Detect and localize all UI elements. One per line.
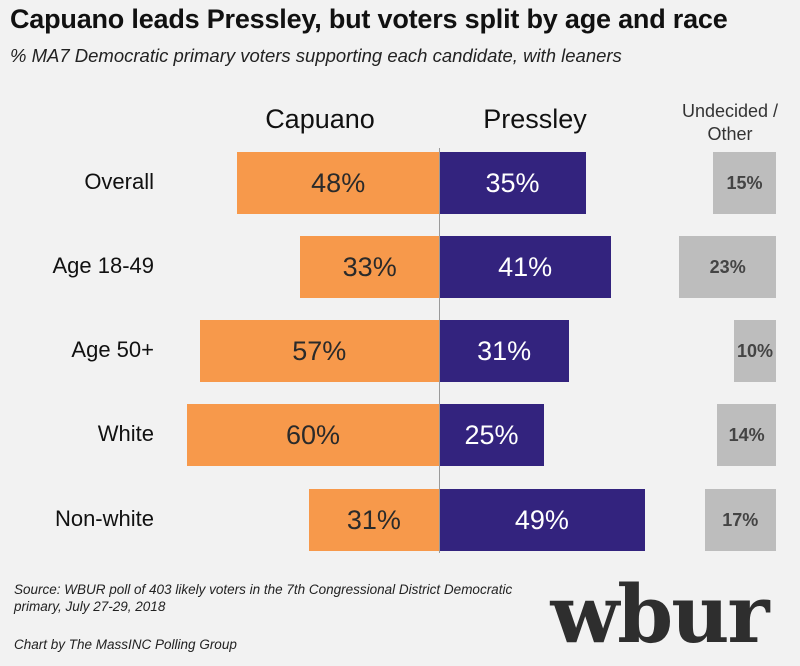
- data-label-capuano-non-white: 31%: [347, 505, 401, 536]
- bar-other-non-white: 17%: [705, 489, 776, 551]
- bar-other-white: 14%: [717, 404, 776, 466]
- bar-pressley-non-white: 49%: [439, 489, 645, 551]
- bar-capuano-overall: 48%: [237, 152, 439, 214]
- data-label-capuano-overall: 48%: [311, 168, 365, 199]
- column-header-other-line1: Undecided /: [668, 100, 792, 123]
- data-label-other-age-50: 10%: [737, 341, 773, 362]
- data-label-pressley-white: 25%: [464, 420, 518, 451]
- center-axis-line: [439, 148, 440, 553]
- bar-other-age-18-49: 23%: [679, 236, 776, 298]
- chart-title: Capuano leads Pressley, but voters split…: [10, 4, 800, 35]
- data-label-pressley-overall: 35%: [485, 168, 539, 199]
- row-label-age-18-49: Age 18-49: [4, 253, 154, 279]
- bar-other-age-50: 10%: [734, 320, 776, 382]
- source-note: Source: WBUR poll of 403 likely voters i…: [14, 581, 534, 615]
- bar-capuano-white: 60%: [187, 404, 439, 466]
- bar-capuano-age-18-49: 33%: [300, 236, 439, 298]
- bar-pressley-overall: 35%: [439, 152, 586, 214]
- bar-pressley-age-50: 31%: [439, 320, 569, 382]
- column-header-capuano: Capuano: [240, 104, 400, 135]
- data-label-other-non-white: 17%: [722, 510, 758, 531]
- row-label-non-white: Non-white: [4, 506, 154, 532]
- chart-credit: Chart by The MassINC Polling Group: [14, 637, 414, 652]
- bar-pressley-age-18-49: 41%: [439, 236, 611, 298]
- row-label-white: White: [4, 421, 154, 447]
- data-label-pressley-age-50: 31%: [477, 336, 531, 367]
- data-label-pressley-non-white: 49%: [515, 505, 569, 536]
- column-header-other-line2: Other: [668, 123, 792, 146]
- data-label-pressley-age-18-49: 41%: [498, 252, 552, 283]
- bar-other-overall: 15%: [713, 152, 776, 214]
- data-label-other-age-18-49: 23%: [710, 257, 746, 278]
- column-header-other: Undecided / Other: [668, 100, 792, 146]
- bar-pressley-white: 25%: [439, 404, 544, 466]
- row-label-age-50: Age 50+: [4, 337, 154, 363]
- data-label-capuano-white: 60%: [286, 420, 340, 451]
- data-label-capuano-age-18-49: 33%: [343, 252, 397, 283]
- wbur-logo: wbur: [528, 572, 790, 656]
- chart-subtitle: % MA7 Democratic primary voters supporti…: [10, 45, 800, 67]
- column-header-pressley: Pressley: [455, 104, 615, 135]
- data-label-other-white: 14%: [729, 425, 765, 446]
- row-label-overall: Overall: [4, 169, 154, 195]
- bar-capuano-non-white: 31%: [309, 489, 439, 551]
- data-label-capuano-age-50: 57%: [292, 336, 346, 367]
- bar-capuano-age-50: 57%: [200, 320, 439, 382]
- data-label-other-overall: 15%: [726, 173, 762, 194]
